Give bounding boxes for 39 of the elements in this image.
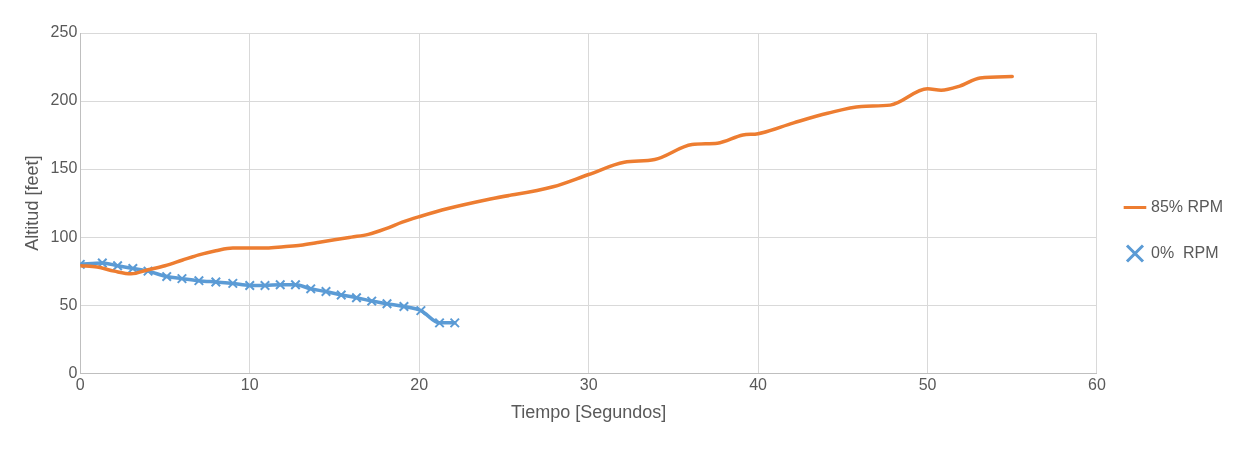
point: [161, 271, 172, 282]
x-tick-label: 20: [410, 376, 429, 394]
y-tick-label: 0: [68, 363, 78, 381]
point: [259, 280, 271, 291]
point: [193, 275, 205, 286]
x-tick-label: 10: [240, 376, 259, 394]
y-tick-label: 100: [50, 227, 78, 245]
y-axis-title: Altitud [feet]: [21, 155, 42, 251]
point: [381, 298, 393, 310]
x-tick-label: 40: [749, 376, 768, 394]
point: [305, 283, 316, 295]
point: [227, 278, 239, 289]
legend-label: 0% RPM: [1150, 243, 1219, 261]
point: [434, 317, 445, 329]
y-tick-label: 200: [50, 91, 78, 109]
point: [112, 260, 123, 271]
point: [142, 265, 154, 277]
y-tick-label: 150: [50, 159, 78, 177]
legend-label: 85% RPM: [1150, 197, 1224, 215]
x-axis-title: Tiempo [Segundos]: [510, 402, 667, 423]
point: [244, 280, 255, 291]
point: [210, 276, 222, 288]
point: [449, 317, 461, 329]
point: [398, 301, 410, 312]
point: [275, 279, 286, 290]
point: [290, 279, 301, 290]
point: [97, 257, 108, 269]
y-tick-label: 250: [50, 23, 78, 41]
line-series: [80, 74, 1014, 276]
point: [415, 305, 427, 316]
y-tick-label: 50: [59, 295, 78, 313]
x-tick-label: 50: [918, 376, 937, 394]
point: [320, 286, 332, 297]
x-tick-label: 60: [1088, 376, 1106, 394]
x-tick-label: 30: [579, 376, 598, 394]
point: [336, 289, 347, 301]
point: [351, 292, 362, 303]
point: [176, 273, 188, 284]
point: [366, 295, 377, 307]
